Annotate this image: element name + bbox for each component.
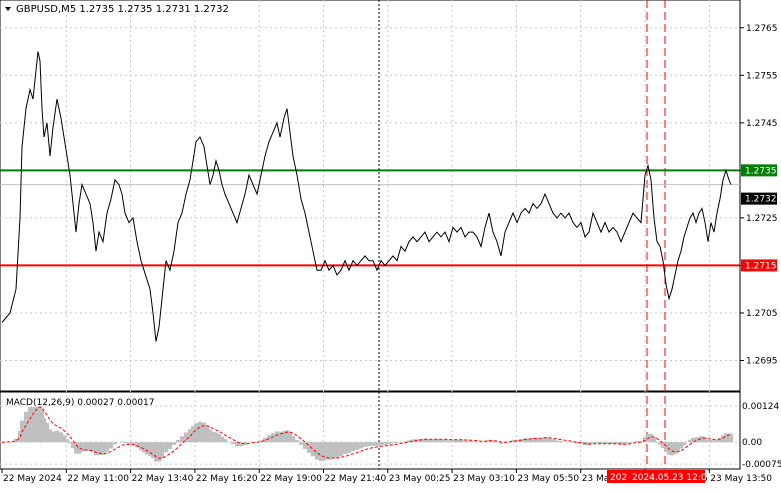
- resistance-price-tag: 1.2735: [741, 164, 777, 176]
- macd-bar: [375, 442, 379, 446]
- x-tick-label: 23 May 03:10: [453, 474, 515, 484]
- macd-bar: [299, 442, 303, 445]
- macd-bar: [475, 441, 479, 442]
- y-tick-label: 1.2695: [746, 356, 778, 366]
- time-tag-prefix: 202: [610, 473, 627, 483]
- symbol-header: GBPUSD,M5 1.2735 1.2735 1.2731 1.2732: [16, 4, 229, 15]
- macd-bar: [331, 442, 335, 458]
- macd-bar: [335, 442, 339, 458]
- macd-bar: [391, 442, 395, 443]
- macd-bar: [555, 440, 559, 442]
- macd-bar: [439, 439, 443, 442]
- macd-bar: [251, 441, 255, 442]
- current-price-label: 1.2732: [745, 195, 777, 205]
- macd-bar: [180, 436, 184, 442]
- macd-bar: [176, 440, 180, 442]
- macd-bar: [559, 441, 563, 442]
- macd-bar: [523, 438, 527, 442]
- current-price-tag: 1.2732: [741, 193, 777, 205]
- macd-bar: [463, 440, 467, 442]
- macd-bar: [363, 442, 367, 447]
- support-price-tag: 1.2715: [741, 259, 777, 271]
- macd-bar: [51, 431, 55, 442]
- macd-bar: [447, 440, 451, 442]
- y-tick-label: 1.2765: [746, 24, 778, 34]
- macd-bar: [627, 442, 631, 443]
- macd-bar: [113, 442, 117, 444]
- macd-bar: [467, 441, 471, 443]
- x-tick-label: 22 May 21:40: [325, 474, 387, 484]
- macd-bar: [160, 442, 164, 458]
- macd-bar: [105, 442, 109, 452]
- y-tick-label: 1.2745: [746, 119, 778, 129]
- macd-bar: [319, 442, 323, 461]
- x-tick-label: 22 May 16:20: [196, 474, 258, 484]
- macd-bar: [123, 442, 127, 443]
- macd-label: MACD(12,26,9) 0.00027 0.00017: [6, 398, 155, 408]
- macd-tick-label: 0.00: [742, 438, 762, 448]
- x-tick-label: 22 May 13:40: [132, 474, 194, 484]
- macd-bar: [339, 442, 343, 456]
- macd-bar: [164, 442, 168, 452]
- macd-bar: [359, 442, 363, 448]
- macd-bar: [355, 442, 359, 450]
- macd-bar: [387, 442, 391, 444]
- macd-bar: [231, 442, 235, 444]
- resistance-price-label: 1.2735: [745, 166, 777, 176]
- macd-bar: [351, 442, 355, 451]
- macd-bar: [80, 442, 84, 452]
- macd-bar: [172, 442, 176, 445]
- macd-bar: [367, 442, 371, 446]
- macd-bar: [652, 437, 656, 442]
- macd-bar: [65, 439, 69, 442]
- macd-bar: [383, 442, 387, 445]
- macd-bar: [291, 436, 295, 442]
- y-tick-label: 1.2755: [746, 71, 778, 81]
- support-price-label: 1.2715: [745, 261, 777, 271]
- y-tick-label: 1.2725: [746, 214, 778, 224]
- macd-bar: [327, 442, 331, 460]
- macd-bar: [595, 442, 599, 443]
- macd-bar: [682, 442, 686, 445]
- macd-bar: [311, 442, 315, 456]
- macd-bar: [343, 442, 347, 454]
- x-tick-label: 22 May 2024: [3, 474, 62, 484]
- x-tick-label: 22 May 11:00: [67, 474, 129, 484]
- macd-bar: [295, 440, 299, 442]
- x-tick-label: 23 May 13:50: [710, 474, 772, 484]
- x-tick-label: 23 May 00:25: [389, 474, 451, 484]
- macd-bar: [198, 422, 202, 442]
- price-pane[interactable]: [0, 0, 740, 391]
- macd-bar: [101, 442, 105, 455]
- macd-tick-label: 0.00124: [742, 402, 779, 412]
- macd-bar: [168, 442, 172, 449]
- crosshair-time-tag: 202 2024.05.23 12:05: [607, 470, 712, 483]
- macd-tick-label: -0.00075: [742, 460, 781, 470]
- macd-bar: [379, 442, 383, 445]
- macd-bar: [223, 439, 227, 442]
- x-tick-label: 23 May 05:50: [517, 474, 579, 484]
- macd-bar: [55, 431, 59, 443]
- macd-bar: [347, 442, 351, 453]
- macd-axis: 0.00124 0.00 -0.00075: [742, 402, 781, 470]
- x-tick-label: 22 May 19:00: [260, 474, 322, 484]
- macd-bar: [109, 442, 113, 448]
- macd-bar: [551, 439, 555, 442]
- macd-bar: [371, 442, 375, 445]
- macd-bar: [194, 423, 198, 442]
- time-tag-label: 2024.05.23 12:05: [632, 473, 712, 483]
- y-tick-label: 1.2705: [746, 309, 778, 319]
- macd-bar: [395, 442, 399, 443]
